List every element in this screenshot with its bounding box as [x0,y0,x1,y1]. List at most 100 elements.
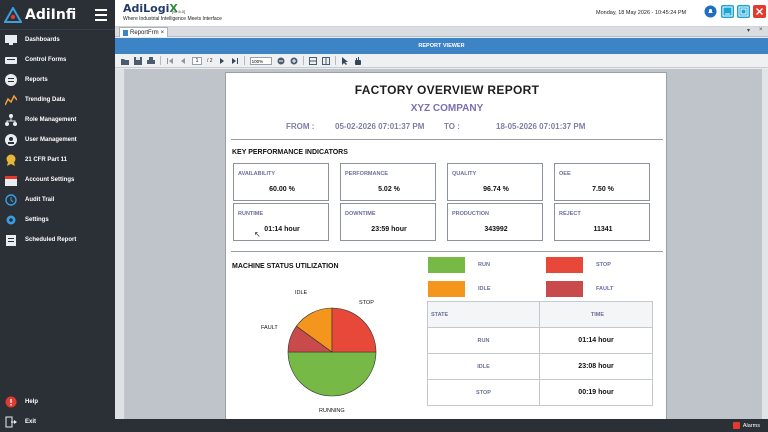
table-cell-state: RUN [427,327,540,354]
table-cell-state: STOP [427,379,540,406]
zoom-out-icon[interactable] [277,57,285,65]
exit-icon [4,415,18,429]
keyboard-icon [4,53,18,67]
status-bar: Alarms [115,419,768,432]
maximize-window-icon[interactable] [737,5,750,18]
kpi-value: 96.74 % [483,186,509,193]
tab-close-all-icon[interactable]: × [759,27,763,33]
from-label: FROM : [286,122,315,131]
menu-toggle-icon[interactable] [95,9,107,24]
kpi-card-runtime: RUNTIME 01:14 hour [233,203,329,241]
calendar-icon [4,173,18,187]
sidebar-item-label: Role Management [25,117,77,123]
app-title: AdiLogiX [123,2,178,15]
table-header-row: STATE TIME [427,301,653,328]
kpi-label: PRODUCTION [452,211,489,217]
multi-page-icon[interactable] [321,56,330,65]
sidebar-nav: Dashboards Control Forms Reports Trending D… [0,30,115,250]
alarms-indicator[interactable]: Alarms [732,422,760,429]
zoom-in-icon[interactable] [290,57,298,65]
kpi-card-performance: PERFORMANCE 5.02 % [340,163,436,201]
document-tabstrip: ReportFrm × ▾ × [115,27,768,37]
tab-report-form[interactable]: ReportFrm × [119,27,169,37]
sidebar-item-21-cfr-part-11[interactable]: 21 CFR Part 11 [0,150,115,170]
sidebar-item-role-management[interactable]: Role Management [0,110,115,130]
app-title-prefix: AdiLogi [123,2,170,15]
open-icon[interactable] [121,57,129,65]
sidebar-item-label: Dashboards [25,37,60,43]
sidebar-item-audit-trail[interactable]: Audit Trail [0,190,115,210]
page-thumbnails-gutter [115,69,125,419]
page-total: / 2 [207,57,213,64]
close-window-icon[interactable] [753,5,766,18]
print-icon[interactable] [147,56,155,65]
pie-label-stop: STOP [359,300,374,306]
legend-swatch-run [428,257,465,273]
kpi-label: OEE [559,171,571,177]
report-canvas[interactable]: FACTORY OVERVIEW REPORT XYZ COMPANY FROM… [115,69,768,419]
sidebar-item-label: Trending Data [25,97,66,103]
next-page-icon[interactable] [218,57,226,65]
divider [231,139,663,140]
monitor-icon [4,33,18,47]
report-toolbar: 1 / 2 100% [115,54,768,68]
alarm-icon [732,422,740,429]
notification-icon[interactable] [704,5,717,18]
legend-label-run: RUN [478,262,490,268]
kpi-label: QUALITY [452,171,477,177]
sidebar-item-settings[interactable]: Settings [0,210,115,230]
sidebar-item-label: Help [25,399,39,405]
report-page: FACTORY OVERVIEW REPORT XYZ COMPANY FROM… [225,72,667,419]
kpi-value: 11341 [593,226,613,233]
table-row: RUN 01:14 hour [427,327,653,354]
toolbar-divider [160,56,161,65]
sidebar-item-account-settings[interactable]: Account Settings [0,170,115,190]
pie-label-fault: FAULT [261,325,278,331]
sidebar-item-label: Settings [25,217,49,223]
legend-label-idle: IDLE [478,286,491,292]
single-page-icon[interactable] [308,56,317,65]
select-tool-icon[interactable] [341,56,349,65]
sidebar-item-reports[interactable]: Reports [0,70,115,90]
sidebar-item-label: Account Settings [25,177,75,183]
sidebar-item-label: 21 CFR Part 11 [25,157,68,163]
sidebar-item-label: Scheduled Report [25,237,77,243]
sidebar-item-scheduled-report[interactable]: Scheduled Report [0,230,115,250]
table-header-time: TIME [539,301,653,328]
last-page-icon[interactable] [231,57,239,65]
status-section-title: MACHINE STATUS UTILIZATION [232,263,339,270]
help-icon [4,395,18,409]
hierarchy-icon [4,113,18,127]
sidebar-item-help[interactable]: Help [0,392,115,412]
sidebar-item-dashboards[interactable]: Dashboards [0,30,115,50]
save-icon[interactable] [134,56,142,65]
sidebar-item-trending-data[interactable]: Trending Data [0,90,115,110]
to-label: TO : [444,122,460,131]
vertical-scrollbar[interactable] [762,69,768,419]
sidebar-item-exit[interactable]: Exit [0,412,115,432]
tab-close-icon[interactable]: × [160,29,165,36]
minimize-window-icon[interactable] [721,5,734,18]
prev-page-icon[interactable] [179,57,187,65]
kpi-label: PERFORMANCE [345,171,389,177]
page-number-input[interactable]: 1 [192,56,202,65]
alarms-label: Alarms [742,422,760,429]
badge-icon [4,153,18,167]
kpi-label: DOWNTIME [345,211,376,217]
zoom-select[interactable]: 100% [249,56,272,65]
tab-list-icon[interactable]: ▾ [747,28,751,34]
legend-swatch-stop [546,257,583,273]
first-page-icon[interactable] [166,57,174,65]
mouse-cursor-icon: ↖ [254,230,261,239]
sidebar-item-control-forms[interactable]: Control Forms [0,50,115,70]
kpi-label: REJECT [559,211,581,217]
kpi-card-quality: QUALITY 96.74 % [447,163,543,201]
kpi-value: 23:59 hour [371,226,407,233]
hand-tool-icon[interactable] [354,56,362,65]
sidebar-item-user-management[interactable]: User Management [0,130,115,150]
kpi-label: AVAILABILITY [238,171,276,177]
history-icon [4,193,18,207]
users-icon [4,133,18,147]
pie-slice-running [287,351,377,397]
